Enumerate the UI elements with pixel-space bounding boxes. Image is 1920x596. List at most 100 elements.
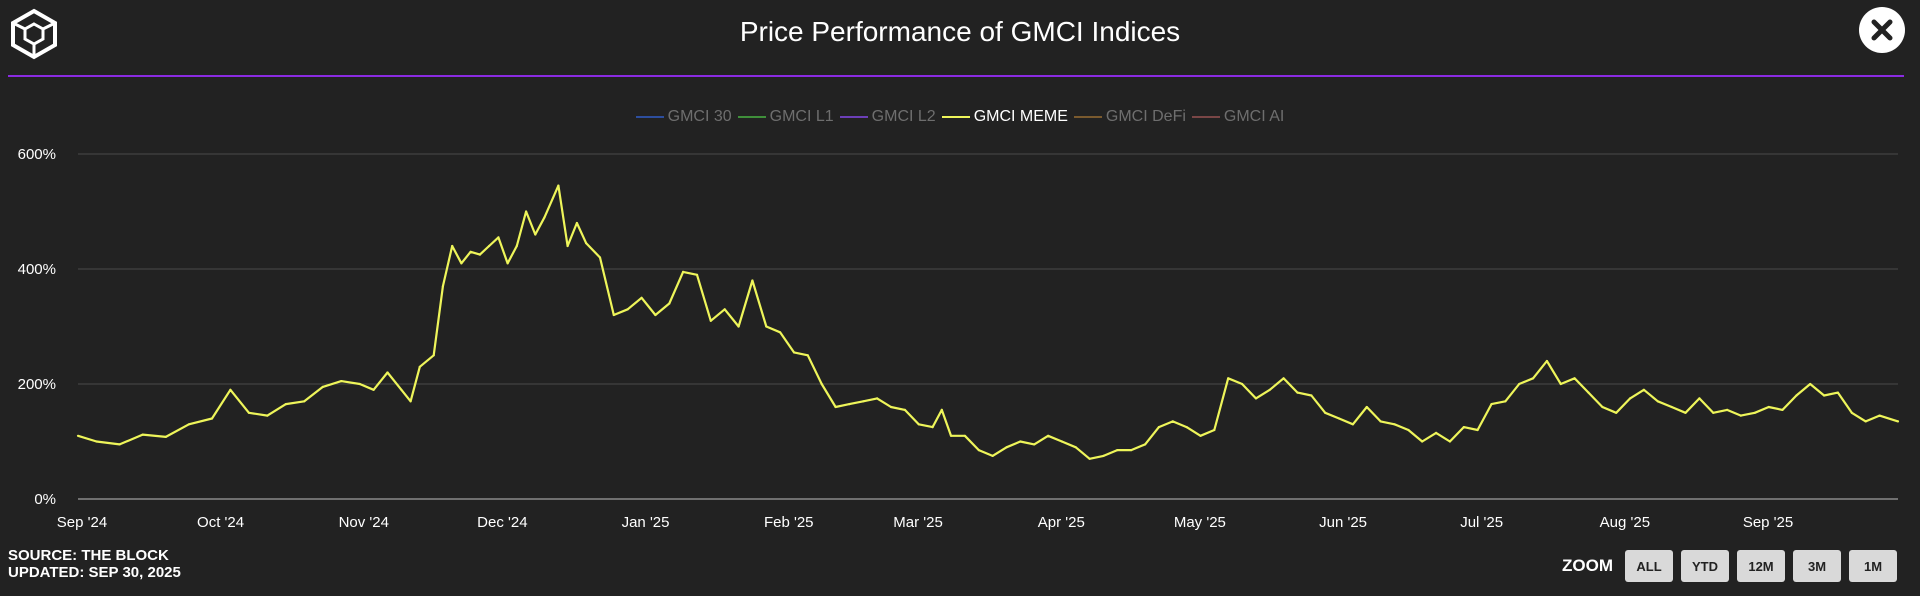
data-point [1656,400,1659,403]
data-point [1033,443,1036,446]
data-point [118,443,121,446]
data-point [1254,397,1257,400]
data-point [1144,443,1147,446]
data-point [1642,388,1645,391]
source-label: SOURCE: THE BLOCK [8,547,169,564]
series-line-gmci-meme [77,184,1899,460]
data-point [1351,423,1354,426]
x-tick-label: Aug '25 [1600,514,1650,531]
data-point [409,400,412,403]
data-point [1615,411,1618,414]
data-point [1185,426,1188,429]
data-point [1767,405,1770,409]
data-point [931,426,934,429]
data-point [566,244,569,248]
zoom-1m-button[interactable]: 1M [1849,550,1897,582]
header-divider [8,75,1904,77]
data-point [284,403,287,406]
zoom-12m-button[interactable]: 12M [1737,550,1785,582]
legend-item-gmci-30[interactable]: GMCI 30 [635,108,732,126]
legend-label: GMCI L1 [769,108,834,125]
data-point [372,388,375,391]
updated-label: UPDATED: SEP 30, 2025 [8,564,181,581]
data-point [668,302,671,305]
legend-item-gmci-l1[interactable]: GMCI L1 [737,108,834,126]
x-tick-label: Apr '25 [1038,514,1085,531]
data-point [1864,420,1867,423]
data-point [1435,431,1438,434]
the-block-cube-logo-icon [11,8,57,60]
data-point [1157,426,1160,429]
data-point [1421,440,1424,443]
close-button[interactable] [1859,7,1905,53]
data-point [1850,411,1853,414]
data-point [1310,394,1313,397]
data-point [164,435,167,438]
data-point [903,408,907,411]
data-point [340,380,343,383]
legend-item-gmci-meme[interactable]: GMCI MEME [941,108,1068,126]
data-point [525,210,528,213]
legend-item-gmci-defi[interactable]: GMCI DeFi [1073,108,1186,126]
data-point [695,273,699,276]
data-point [210,417,214,420]
data-point [557,184,560,187]
data-point [1518,382,1521,386]
data-point [1836,391,1839,394]
legend-label: GMCI MEME [973,108,1068,125]
data-point [321,385,324,388]
data-point [451,244,454,248]
zoom-3m-button[interactable]: 3M [1793,550,1841,582]
data-point [1338,417,1341,420]
data-point [1047,434,1050,437]
data-point [187,423,190,426]
data-point [598,256,602,259]
data-point [229,388,232,391]
legend-item-gmci-ai[interactable]: GMCI AI [1191,108,1284,126]
data-point [792,351,796,354]
data-point [723,308,726,311]
data-point [640,296,643,299]
data-point [1365,405,1368,409]
x-tick-label: Feb '25 [764,514,814,531]
data-point [1753,411,1756,414]
data-point [460,262,463,265]
data-point [418,365,421,368]
data-point [1726,408,1729,411]
legend-item-gmci-l2[interactable]: GMCI L2 [839,108,936,126]
data-point [1213,428,1216,432]
data-point [654,313,657,317]
data-point [266,414,269,417]
data-point [386,371,389,374]
data-point [1795,394,1798,397]
zoom-label: ZOOM [1562,556,1613,575]
data-point [963,434,967,437]
data-point [1171,420,1174,423]
x-tick-label: May '25 [1174,514,1226,531]
data-point [977,449,980,452]
data-point [441,285,444,288]
zoom-ytd-button[interactable]: YTD [1681,550,1729,582]
zoom-all-button[interactable]: ALL [1625,550,1673,582]
data-point [1532,377,1535,380]
data-point [848,403,851,406]
y-tick-label: 0% [34,491,56,508]
data-point [247,411,250,414]
data-point [1296,391,1299,394]
y-tick-label: 200% [18,376,56,393]
data-point [1587,391,1590,394]
data-point [1199,434,1202,437]
data-point [709,319,712,322]
data-point [1878,414,1881,417]
data-point [765,325,768,328]
source-note: SOURCE: THE BLOCK UPDATED: SEP 30, 2025 [8,547,181,581]
data-point [1130,449,1133,452]
data-point [1629,397,1632,400]
legend-swatch [1073,116,1102,118]
data-point [1102,454,1105,457]
data-point [612,313,615,317]
legend-label: GMCI 30 [667,108,732,125]
data-point [1005,446,1008,449]
data-point [585,242,588,245]
data-point [543,216,546,219]
